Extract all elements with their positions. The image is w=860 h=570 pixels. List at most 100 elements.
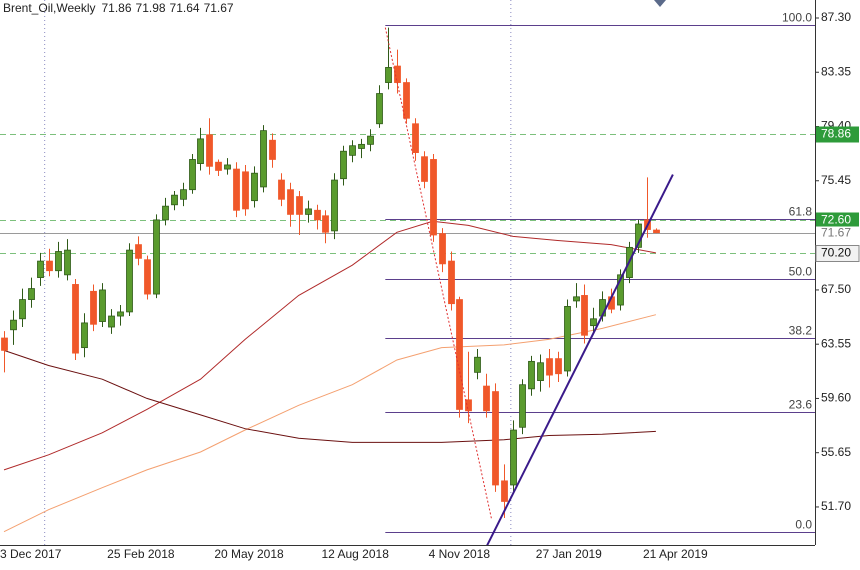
candle-body (653, 229, 660, 234)
candle-body (483, 385, 490, 412)
candle-body (528, 360, 535, 390)
candle-body (555, 358, 562, 375)
ohlc-value: 71.98 (136, 1, 166, 15)
y-tick-label: 87.30 (821, 10, 851, 24)
candle-body (439, 233, 446, 265)
ohlc-value: 71.86 (101, 1, 131, 15)
ohlc-value: 71.64 (170, 1, 200, 15)
level-price-label: 70.20 (821, 246, 851, 260)
candle-body (206, 134, 213, 167)
candle-body (617, 274, 624, 306)
fib-level-label: 0.0 (795, 518, 812, 532)
candle-body (492, 391, 499, 486)
fib-level-label: 50.0 (789, 265, 813, 279)
candle-body (287, 189, 294, 215)
candle-body (322, 215, 329, 233)
candle-body (564, 306, 571, 372)
candle-body (189, 159, 196, 191)
symbol-title: Brent_Oil,Weekly (3, 1, 95, 15)
shift-marker (654, 0, 666, 7)
candle-body (349, 145, 356, 156)
candle-body (135, 244, 142, 259)
candle-body (10, 319, 17, 331)
candle-body (367, 135, 374, 145)
level-price-label: 78.86 (821, 127, 851, 141)
candle-body (573, 296, 580, 302)
plot-area: 100.0 61.8 50.0 38.2 23.6 0.0 (0, 0, 815, 545)
y-tick-label: 83.35 (821, 64, 851, 78)
candle-body (581, 295, 588, 336)
candle-body (412, 123, 419, 153)
candle-body (260, 130, 267, 188)
candle-body (99, 289, 106, 322)
trend-line (486, 174, 674, 545)
candle-body (55, 251, 62, 272)
candle-body (331, 179, 338, 232)
candle-body (215, 161, 222, 171)
candle-body (126, 249, 133, 313)
moving-average (3, 220, 656, 471)
candle-body (28, 288, 35, 300)
candle-body (1, 337, 8, 351)
candle-body (376, 93, 383, 125)
y-tick-label: 75.45 (821, 173, 851, 187)
x-tick-label: 3 Dec 2017 (0, 547, 62, 561)
current-price-label: 71.67 (821, 226, 851, 240)
candle-body (546, 358, 553, 376)
candle-body (314, 209, 321, 221)
x-tick-label: 27 Jan 2019 (536, 547, 602, 561)
candle-body (403, 82, 410, 119)
candle-body (37, 260, 44, 278)
candle-body (358, 143, 365, 149)
x-tick-label: 21 Apr 2019 (643, 547, 708, 561)
candle-body (90, 290, 97, 325)
fib-level-label: 100.0 (782, 11, 812, 25)
fib-level-label: 38.2 (789, 324, 813, 338)
candle-body (385, 67, 392, 83)
candle-body (278, 179, 285, 200)
candle-body (537, 362, 544, 381)
ohlc-value: 71.67 (204, 1, 234, 15)
level-price-box (815, 245, 860, 262)
level-price-box (816, 126, 859, 143)
candle-body (590, 318, 597, 327)
candle-body (171, 194, 178, 206)
x-tick-label: 4 Nov 2018 (429, 547, 491, 561)
candle-body (501, 480, 508, 502)
current-price-box (816, 226, 859, 241)
y-tick-label: 67.50 (821, 282, 851, 296)
candle-body (421, 156, 428, 182)
y-tick-label: 51.70 (821, 499, 851, 513)
x-tick-label: 12 Aug 2018 (321, 547, 389, 561)
candle-body (474, 356, 481, 373)
candle-body (108, 315, 115, 328)
moving-average (3, 314, 657, 533)
candle-body (340, 150, 347, 180)
level-price-box (816, 212, 859, 229)
candle-body (64, 249, 71, 276)
fib-level-label: 61.8 (789, 205, 813, 219)
candle-body (46, 260, 53, 272)
y-tick-label: 55.65 (821, 445, 851, 459)
fib-level-label: 23.6 (789, 398, 813, 412)
level-price-label: 72.60 (821, 213, 851, 227)
candle-body (305, 208, 312, 215)
candle-body (242, 171, 249, 210)
candle-body (19, 299, 26, 320)
candle-body (81, 322, 88, 349)
candle-body (72, 284, 79, 354)
candle-body (448, 260, 455, 305)
candle-body (510, 429, 517, 486)
candle-body (456, 299, 463, 410)
y-tick-label: 63.55 (821, 336, 851, 350)
candle-body (144, 259, 151, 295)
candle-body (430, 159, 437, 236)
candle-body (269, 139, 276, 160)
candle-body (117, 311, 124, 317)
axes: 87.3083.3579.4075.4567.5063.5559.6055.65… (0, 10, 860, 561)
candle-body (519, 384, 526, 428)
candle-body (251, 172, 258, 202)
candle-body (162, 205, 169, 221)
